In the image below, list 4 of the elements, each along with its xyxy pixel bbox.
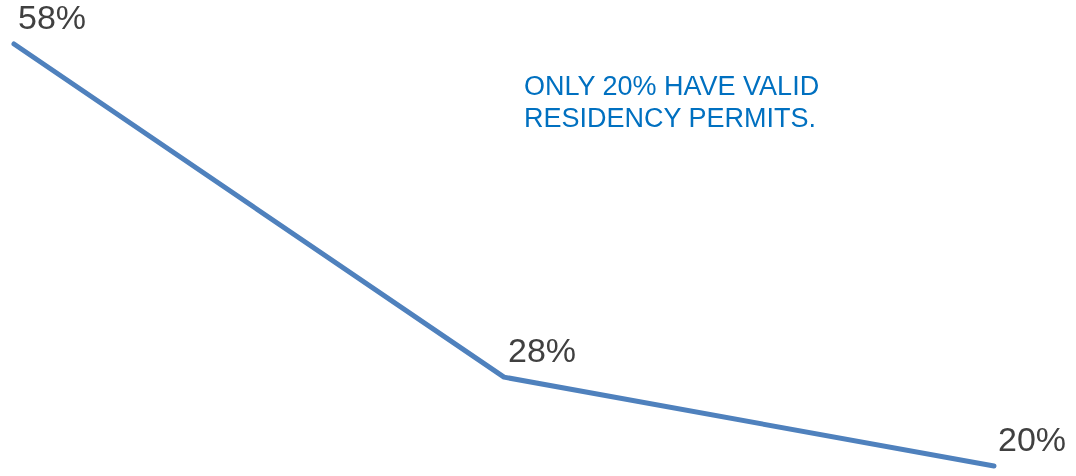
data-label: 28% [508, 331, 577, 370]
data-label: 58% [18, 0, 87, 36]
data-label: 20% [998, 420, 1067, 458]
annotation: ONLY 20% HAVE VALID RESIDENCY PERMITS. [524, 71, 820, 133]
